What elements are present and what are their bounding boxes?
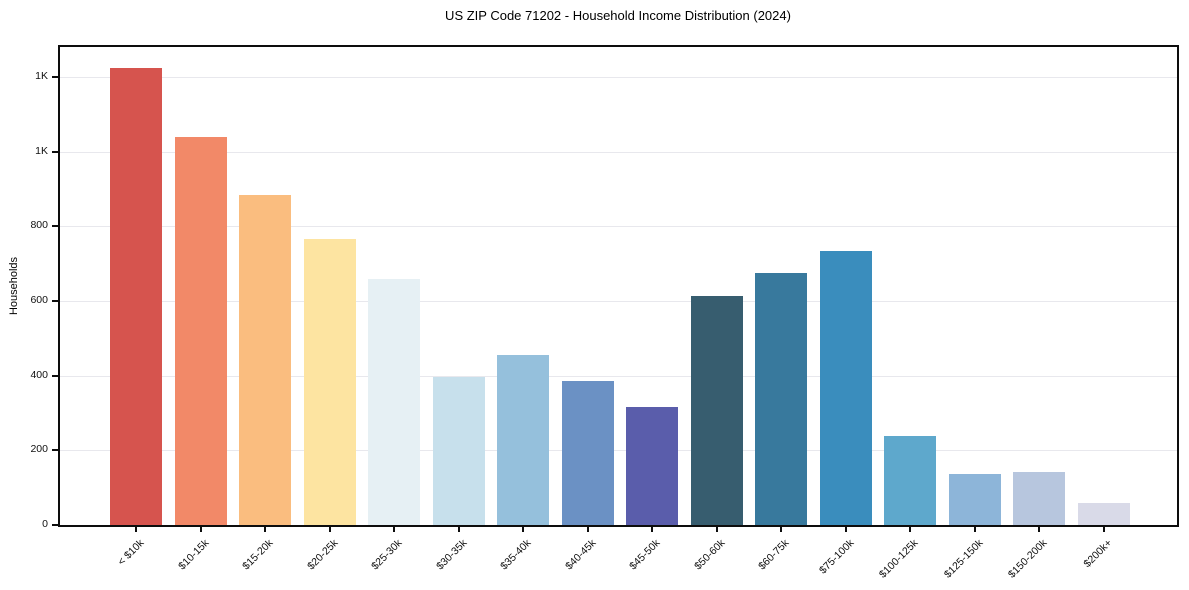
bar [1013,472,1065,525]
gridline [60,76,1177,78]
bar [755,272,807,525]
x-tick-label: $150-200k [1005,537,1050,581]
x-tick-label: $30-35k [433,537,469,573]
x-tick-label: $10-15k [175,537,211,573]
x-tick-mark [328,527,331,532]
y-tick-label: 0 [42,518,48,530]
gridline [60,151,1177,153]
y-tick-label: 800 [30,219,48,232]
x-tick-mark [844,527,847,532]
x-tick-mark [199,527,202,532]
bar [561,381,614,525]
x-tick-label: $60-75k [756,537,792,573]
chart-title: US ZIP Code 71202 - Household Income Dis… [445,8,791,23]
x-tick-label: $35-40k [498,537,534,573]
x-tick-mark [522,527,524,532]
bar [948,474,1001,525]
gridline [60,300,1177,302]
x-tick-mark [393,527,395,532]
x-tick-label: $25-30k [369,537,405,573]
bar [819,250,872,525]
bar [368,278,420,525]
x-tick-label: $100-125k [876,537,921,581]
y-tick-mark [52,524,58,526]
x-tick-mark [1038,527,1040,532]
x-tick-label: < $10k [115,537,147,568]
y-tick-mark [52,150,58,153]
gridline [60,375,1177,377]
plot-area [58,45,1179,527]
x-tick-label: $50-60k [691,537,727,573]
bar [110,67,162,525]
y-tick-mark [52,225,58,228]
bar [884,436,936,525]
x-tick-label: $45-50k [627,537,663,573]
x-tick-mark [780,527,782,532]
x-tick-mark [586,527,589,532]
x-tick-label: $75-100k [816,537,856,577]
y-tick-label: 200 [30,443,48,456]
x-tick-mark [973,527,976,532]
bar [626,407,678,525]
gridline [60,450,1177,452]
bar [690,296,743,525]
y-tick-label: 400 [30,368,48,381]
y-tick-mark [52,374,58,377]
y-tick-mark [52,449,58,452]
gridline [60,226,1177,228]
bar [497,355,549,525]
x-tick-label: $20-25k [304,537,340,573]
x-tick-mark [909,527,911,532]
x-tick-mark [651,527,653,532]
x-tick-label: $125-150k [941,537,985,581]
x-tick-mark [457,527,460,532]
x-tick-mark [715,527,718,532]
x-tick-mark [1102,527,1105,532]
y-axis-label: Households [8,256,20,316]
bar [432,377,485,525]
x-tick-mark [264,527,266,532]
y-tick-label: 600 [30,293,48,306]
y-tick-mark [52,299,58,302]
x-tick-mark [135,527,137,532]
bar [1077,502,1130,525]
x-tick-label: $40-45k [562,537,598,573]
y-tick-mark [52,75,58,78]
y-tick-label: 1K [35,144,48,157]
x-tick-label: $200k+ [1080,537,1114,571]
bar [174,136,227,525]
y-tick-label: 1K [35,69,48,82]
bar [303,239,356,525]
x-tick-label: $15-20k [240,537,276,573]
bar [239,194,291,525]
